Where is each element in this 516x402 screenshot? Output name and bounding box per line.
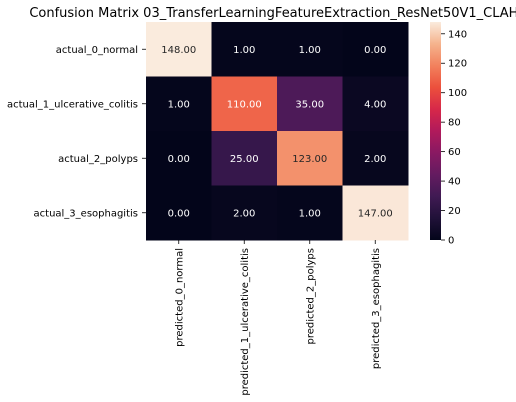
colorbar: 0 20 40 60 80 100 120 140 <box>430 22 467 247</box>
cell-value-label-r0-c3: 0.00 <box>364 45 386 56</box>
cell-value-label-r2-c1: 25.00 <box>230 154 259 165</box>
row-labels: actual_0_normal actual_1_ulcerative_colit… <box>7 45 146 219</box>
cell-value-label-r0-c1: 1.00 <box>233 45 255 56</box>
colorbar-tick-label-2: 40 <box>448 177 461 188</box>
heatmap-cell-r2-c3 <box>342 131 409 186</box>
colorbar-gradient <box>430 22 441 240</box>
cell-value-label-r2-c2: 123.00 <box>292 154 327 165</box>
colorbar-tick-label-7: 140 <box>448 29 467 40</box>
cell-value-label-r1-c0: 1.00 <box>168 99 190 110</box>
cell-value-label-r0-c0: 148.00 <box>161 45 196 56</box>
chart-title: Confusion Matrix 03_TransferLearningFeat… <box>29 6 516 21</box>
heatmap-cell-r3-c2 <box>277 185 343 241</box>
cell-value-label-r3-c1: 2.00 <box>233 208 255 219</box>
cell-value-label-r2-c0: 0.00 <box>168 154 190 165</box>
column-label-1: predicted_1_ulcerative_colitis <box>240 248 251 396</box>
row-label-1: actual_1_ulcerative_colitis <box>7 99 138 110</box>
cell-value-label-r3-c2: 1.00 <box>299 208 321 219</box>
heatmap-grid: 148.00 1.00 1.00 0.00 1.00 110.00 35.00 4.00 0.0… <box>146 22 409 241</box>
cell-value-label-r0-c2: 1.00 <box>299 45 321 56</box>
column-label-3: predicted_3_esophagitis <box>371 248 382 369</box>
heatmap-cell-r1-c0 <box>146 76 212 132</box>
heatmap-cell-r2-c1 <box>211 131 278 186</box>
colorbar-tick-label-6: 120 <box>448 59 467 70</box>
heatmap-cell-r1-c1 <box>211 76 278 132</box>
column-labels: predicted_0_normal predicted_1_ulcerative… <box>174 240 382 396</box>
colorbar-tick-label-3: 60 <box>448 147 461 158</box>
colorbar-tick-label-1: 20 <box>448 206 461 217</box>
heatmap-cell-r0-c0 <box>146 22 212 77</box>
heatmap-cell-r3-c0 <box>146 185 212 241</box>
colorbar-tick-label-0: 0 <box>448 236 454 247</box>
heatmap-cell-r3-c1 <box>211 185 278 241</box>
colorbar-tick-label-4: 80 <box>448 118 461 129</box>
heatmap-cell-r2-c2 <box>277 131 343 186</box>
heatmap-cell-r0-c2 <box>277 22 343 77</box>
row-label-0: actual_0_normal <box>56 45 138 56</box>
column-label-0: predicted_0_normal <box>174 248 185 347</box>
cell-value-label-r1-c1: 110.00 <box>227 99 262 110</box>
cell-value-label-r3-c3: 147.00 <box>358 208 393 219</box>
cell-value-label-r1-c3: 4.00 <box>364 99 386 110</box>
column-label-2: predicted_2_polyps <box>305 248 316 345</box>
heatmap-cell-r0-c1 <box>211 22 278 77</box>
heatmap-cell-r2-c0 <box>146 131 212 186</box>
heatmap-cell-r3-c3 <box>342 185 409 241</box>
colorbar-tick-label-5: 100 <box>448 88 467 99</box>
cell-value-label-r1-c2: 35.00 <box>295 99 324 110</box>
row-label-2: actual_2_polyps <box>58 154 138 165</box>
heatmap-cell-r1-c2 <box>277 76 343 132</box>
cell-value-label-r2-c3: 2.00 <box>364 154 386 165</box>
heatmap-cell-r1-c3 <box>342 76 409 132</box>
cell-value-label-r3-c0: 0.00 <box>168 208 190 219</box>
row-label-3: actual_3_esophagitis <box>34 208 138 219</box>
heatmap-cell-r0-c3 <box>342 22 409 77</box>
